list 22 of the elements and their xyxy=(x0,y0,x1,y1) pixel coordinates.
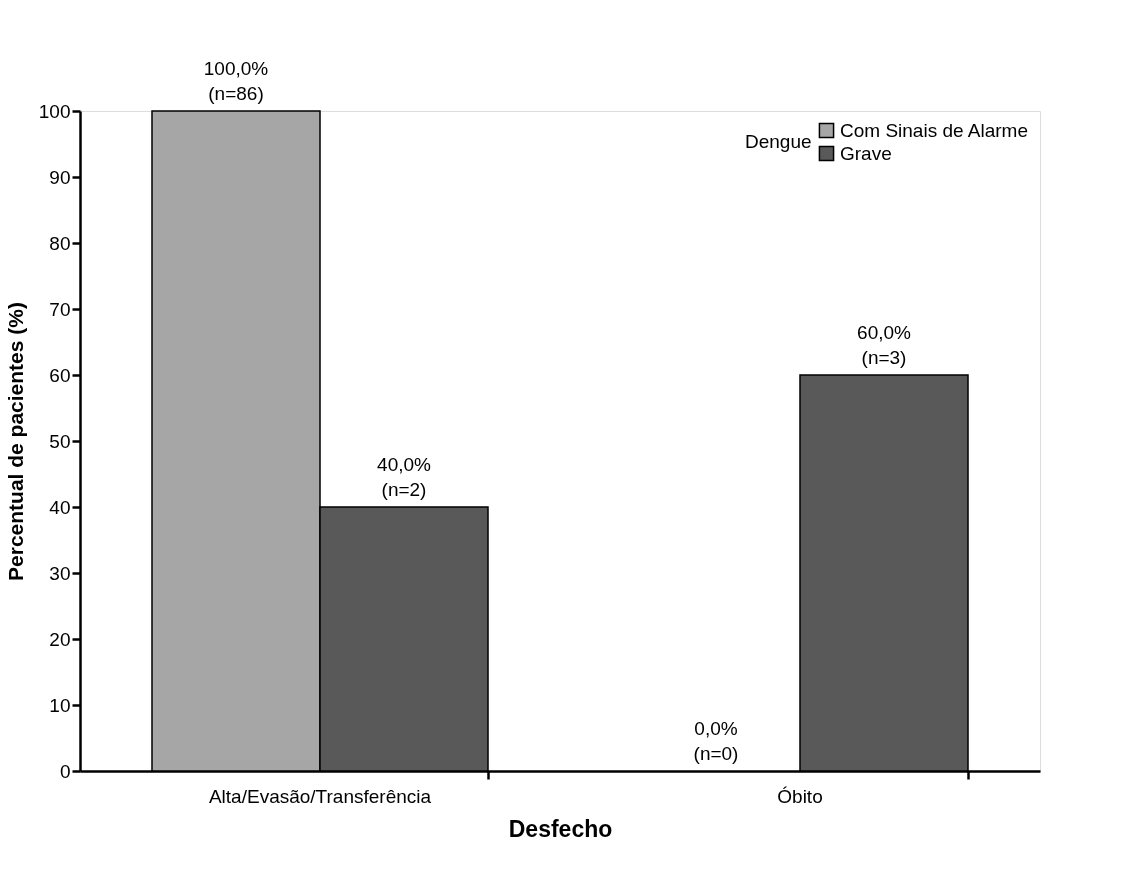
y-tick-label: 80 xyxy=(49,232,71,254)
legend-label: Grave xyxy=(840,142,892,164)
text: 0,0% (n=0) xyxy=(693,718,739,764)
y-tick-label: 90 xyxy=(49,166,71,188)
y-tick-label: 20 xyxy=(49,628,71,650)
y-tick-label: 70 xyxy=(49,298,71,320)
y-axis-title: Percentual de pacientes (%) xyxy=(3,302,27,581)
y-tick-label: 100 xyxy=(38,100,71,122)
x-tick-label: Óbito xyxy=(777,785,823,807)
text: 40,0% (n=2) xyxy=(377,454,431,500)
y-tick-label: 40 xyxy=(49,496,71,518)
y-tick-label: 50 xyxy=(49,430,71,452)
y-tick-label: 10 xyxy=(49,694,71,716)
text: 60,0% (n=3) xyxy=(857,322,911,368)
x-axis-title: Desfecho xyxy=(508,815,613,842)
y-tick-label: 30 xyxy=(49,562,71,584)
x-tick-label: Alta/Evasão/Transferência xyxy=(208,785,432,807)
legend-title: Dengue xyxy=(745,131,812,152)
y-tick-label: 60 xyxy=(49,364,71,386)
legend-label: Com Sinais de Alarme xyxy=(840,119,1028,141)
text: 100,0% (n=86) xyxy=(203,58,269,104)
y-tick-label: 0 xyxy=(59,760,71,782)
